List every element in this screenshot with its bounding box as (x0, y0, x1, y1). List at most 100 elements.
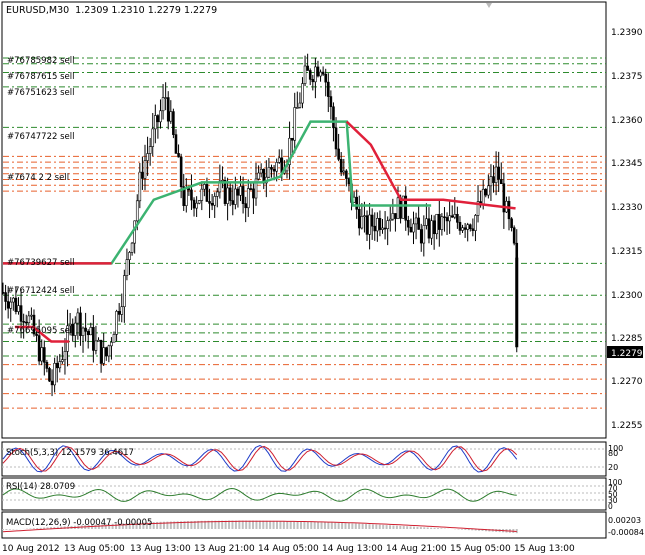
price-tick: 1.2360 (611, 116, 643, 126)
candle-body (370, 214, 374, 227)
order-label[interactable]: #76739627 sell (7, 258, 74, 268)
candle-body (334, 127, 338, 150)
candle-body (231, 200, 235, 205)
candle-body (14, 297, 18, 312)
candle-body (502, 183, 506, 213)
candle-body (102, 347, 105, 364)
candle-body (345, 170, 348, 179)
candle-body (213, 196, 216, 206)
candle-body (45, 361, 49, 369)
candle-body (187, 188, 191, 191)
candle-body (128, 252, 131, 260)
candle-body (190, 189, 193, 201)
candle-body (458, 222, 462, 231)
candle-body (143, 160, 147, 179)
candle-body (435, 213, 439, 235)
candle-body (249, 188, 253, 190)
candle-body (24, 321, 28, 324)
scroll-marker-icon[interactable] (486, 3, 492, 8)
candle-body (104, 347, 108, 357)
candle-body (61, 359, 64, 362)
candle-body (342, 170, 346, 173)
time-tick: 14 Aug 05:00 (258, 544, 319, 554)
candle-body (396, 197, 400, 219)
candle-body (43, 347, 46, 363)
candle-body (228, 187, 232, 201)
candle-body (208, 201, 211, 204)
candle-body (489, 176, 493, 187)
candle-body (314, 66, 317, 83)
time-tick: 10 Aug 2012 (2, 544, 60, 554)
candle-body (123, 275, 126, 308)
order-label[interactable]: #76787615 sell (7, 72, 74, 82)
candle-body (241, 186, 245, 204)
candle-body (184, 188, 188, 206)
time-tick: 13 Aug 05:00 (64, 544, 125, 554)
candle-body (409, 226, 413, 233)
order-label[interactable]: #76751623 sell (7, 88, 74, 98)
order-label[interactable]: #76747722 sell (7, 132, 74, 142)
candle-body (97, 339, 100, 342)
candle-body (412, 223, 415, 233)
candle-body (373, 225, 377, 232)
price-tick: 1.2330 (611, 203, 643, 213)
candle-body (481, 188, 485, 206)
candle-body (440, 216, 444, 230)
candle-body (357, 209, 361, 229)
candle-body (401, 195, 405, 219)
candle-body (84, 327, 87, 332)
macd-signal-line (2, 520, 517, 533)
price-tick: 1.2390 (611, 28, 643, 38)
candle-body (22, 321, 25, 323)
candle-body (120, 306, 124, 315)
candle-body (234, 188, 237, 205)
candle-body (445, 217, 449, 222)
candle-body (414, 217, 418, 225)
candle-body (438, 213, 441, 230)
candle-body (466, 224, 470, 230)
time-tick: 13 Aug 21:00 (194, 544, 255, 554)
candle-body (4, 292, 7, 302)
candle-body (92, 327, 95, 351)
candle-body (172, 111, 175, 135)
candle-body (329, 96, 333, 108)
rsi-scale: 100 70 50 30 0 (608, 478, 623, 511)
stoch-main-line (2, 444, 518, 473)
price-tick: 1.2270 (611, 377, 643, 387)
candle-body (432, 220, 436, 235)
candle-body (125, 259, 129, 276)
candle-body (40, 347, 44, 362)
order-label[interactable]: #76712424 sell (7, 286, 74, 296)
order-label[interactable]: #76695095 sell (7, 326, 74, 336)
candle-body (443, 216, 446, 219)
price-tick: 1.2375 (611, 72, 643, 82)
candle-body (277, 157, 281, 163)
candle-body (169, 111, 173, 122)
stoch-label: Stoch(5,3,3) 12.1579 36.4617 (6, 448, 134, 458)
time-axis: 10 Aug 2012 13 Aug 05:00 13 Aug 13:00 13… (2, 544, 575, 554)
candle-body (476, 201, 480, 216)
candle-body (48, 368, 51, 382)
candle-body (290, 137, 294, 141)
candle-body (252, 188, 255, 199)
candle-body (507, 200, 511, 220)
stoch-panel[interactable] (1, 441, 607, 477)
candle-body (487, 185, 490, 196)
candle-body (376, 218, 379, 232)
candle-body (179, 156, 183, 188)
candle-body (66, 325, 69, 352)
candle-body (244, 203, 247, 209)
order-label[interactable]: #7674 2 2 sell (7, 173, 69, 183)
candle-body (236, 188, 240, 196)
candle-body (316, 66, 320, 77)
candle-body (218, 180, 222, 193)
price-tick: 1.2300 (611, 291, 643, 301)
candle-body (192, 199, 196, 209)
order-label[interactable]: #76785982 sell (7, 56, 74, 66)
trend-line-red-mid (15, 325, 70, 343)
candle-body (63, 351, 67, 361)
candle-body (174, 134, 178, 154)
candle-body (474, 215, 477, 231)
candle-body (151, 128, 155, 147)
